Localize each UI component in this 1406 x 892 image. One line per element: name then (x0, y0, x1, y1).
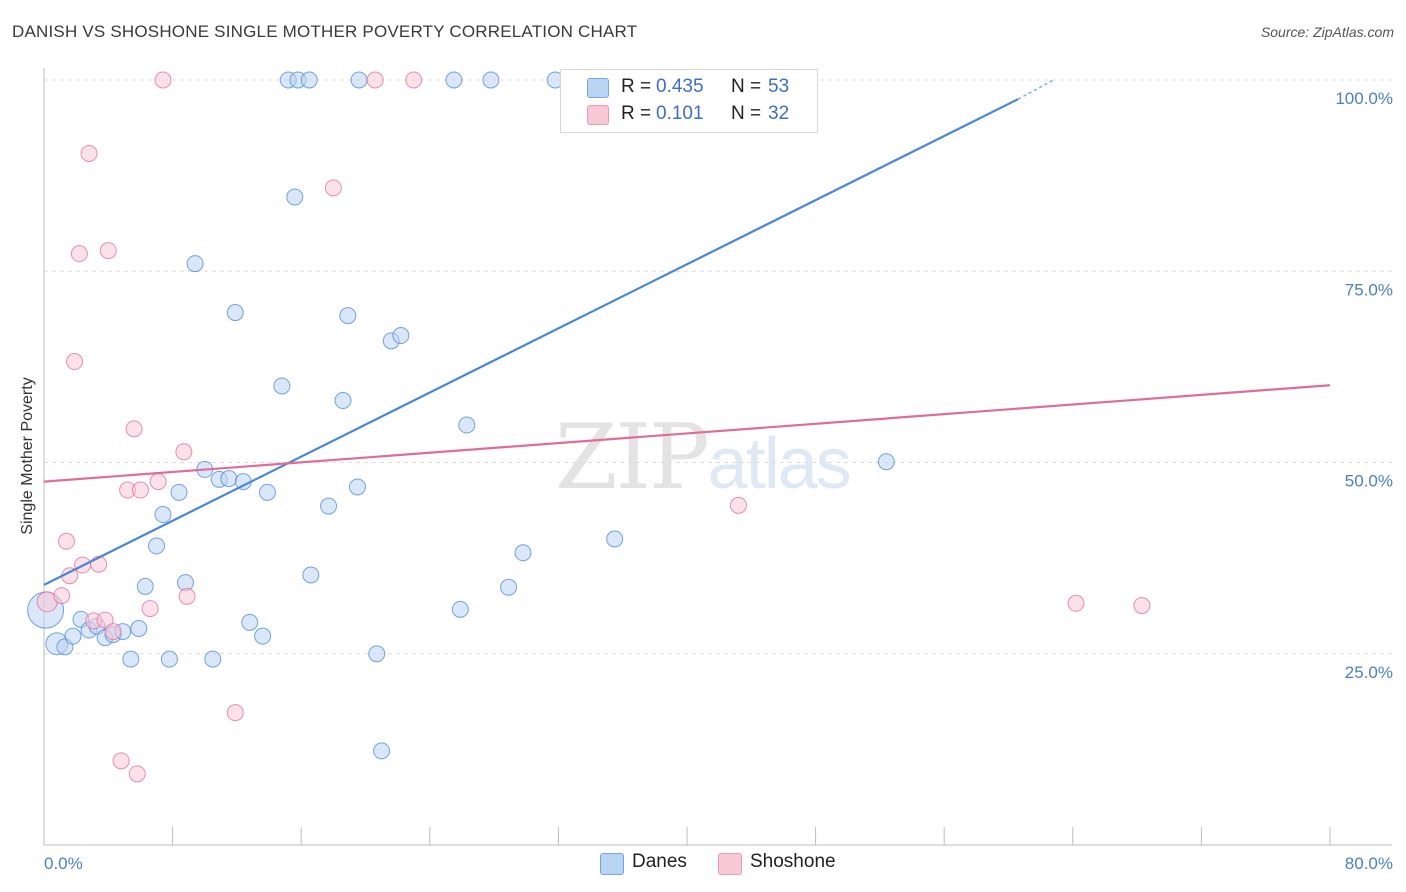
y-tick-label: 75.0% (1345, 280, 1393, 299)
shoshone-point (729, 496, 747, 514)
danes-point (186, 255, 204, 273)
danes-point (286, 188, 304, 206)
danes-point (500, 578, 518, 596)
shoshone-point (141, 600, 159, 618)
shoshone-point (366, 71, 384, 89)
bottom-danes-swatch (600, 853, 624, 875)
shoshone-point (1067, 594, 1085, 612)
x-tick-label-min: 0.0% (44, 854, 83, 873)
watermark-atlas: atlas (707, 424, 852, 504)
y-tick-label: 100.0% (1335, 89, 1393, 108)
shoshone-point (175, 443, 193, 461)
shoshone-point (178, 587, 196, 605)
danes-point (302, 566, 320, 584)
danes-point (136, 577, 154, 595)
shoshone-point (99, 242, 117, 260)
danes-point (226, 304, 244, 322)
danes-point (445, 71, 463, 89)
source-label: Source: ZipAtlas.com (1260, 24, 1394, 40)
danes-r-value: 0.435 (656, 76, 704, 97)
gridlines (44, 79, 1392, 655)
legend-row-shoshone: R = 0.101 N = 32 (561, 102, 817, 128)
danes-point (334, 392, 352, 410)
shoshone-r-value: 0.101 (656, 103, 704, 124)
danes-point (458, 416, 476, 434)
danes-point (148, 537, 166, 555)
danes-point (482, 71, 500, 89)
shoshone-point (66, 353, 84, 371)
danes-point (64, 627, 82, 645)
shoshone-n-label: N = (731, 103, 762, 124)
danes-point (514, 544, 532, 562)
danes-r-label: R = (621, 76, 652, 97)
danes-trend-extension (1017, 79, 1054, 100)
shoshone-point (324, 179, 342, 197)
bottom-shoshone-label: Shoshone (750, 851, 836, 872)
watermark-zip: ZIP (555, 405, 710, 510)
shoshone-trend-line (43, 384, 1331, 483)
danes-point (368, 645, 386, 663)
shoshone-point (154, 71, 172, 89)
danes-point (451, 600, 469, 618)
danes-point (122, 650, 140, 668)
danes-point (204, 650, 222, 668)
legend-row-danes: R = 0.435 N = 53 (561, 75, 817, 101)
danes-point (320, 497, 338, 515)
danes-point (170, 483, 188, 501)
shoshone-n-value: 32 (768, 103, 790, 124)
danes-point (130, 620, 148, 638)
y-tick-label: 50.0% (1345, 472, 1393, 491)
danes-swatch (587, 78, 609, 98)
danes-n-label: N = (731, 76, 762, 97)
axes (43, 68, 1392, 846)
shoshone-point (405, 71, 423, 89)
shoshone-point (1133, 597, 1151, 615)
trend-lines (43, 79, 1331, 586)
danes-point (258, 483, 276, 501)
danes-point (373, 742, 391, 760)
shoshone-point (131, 481, 149, 499)
bottom-shoshone-swatch (718, 853, 742, 875)
danes-point (300, 71, 318, 89)
shoshone-point (80, 144, 98, 162)
shoshone-point (104, 623, 122, 641)
bottom-danes-label: Danes (632, 851, 687, 872)
danes-point (877, 453, 895, 471)
danes-point (348, 478, 366, 496)
watermark: ZIPatlas (555, 405, 852, 510)
shoshone-r-label: R = (621, 103, 652, 124)
danes-point (350, 71, 368, 89)
danes-point (154, 506, 172, 524)
danes-point (160, 650, 178, 668)
danes-point (254, 627, 272, 645)
data-points (27, 71, 1151, 783)
shoshone-point (58, 532, 76, 550)
danes-n-value: 53 (768, 76, 790, 97)
chart-title: DANISH VS SHOSHONE SINGLE MOTHER POVERTY… (12, 22, 638, 41)
y-tick-label: 25.0% (1345, 663, 1393, 682)
danes-point (241, 613, 259, 631)
y-axis-label: Single Mother Poverty (19, 377, 36, 535)
shoshone-point (149, 473, 167, 491)
x-tick-label-max: 80.0% (1345, 854, 1393, 873)
danes-point (606, 530, 624, 548)
danes-point (339, 307, 357, 325)
shoshone-point (128, 765, 146, 783)
danes-point (392, 327, 410, 345)
shoshone-point (125, 420, 143, 438)
shoshone-point (226, 704, 244, 722)
danes-trend-line (43, 98, 1019, 586)
danes-point (273, 377, 291, 395)
shoshone-point (112, 752, 130, 770)
tick-labels: 25.0% 50.0% 75.0% 100.0% 0.0% 80.0% (44, 89, 1393, 873)
shoshone-swatch (587, 105, 609, 125)
danes-point (220, 470, 238, 488)
shoshone-point (53, 587, 71, 605)
stats-legend: R = 0.435 N = 53 R = 0.101 N = 32 (560, 69, 818, 133)
shoshone-point (70, 245, 88, 263)
